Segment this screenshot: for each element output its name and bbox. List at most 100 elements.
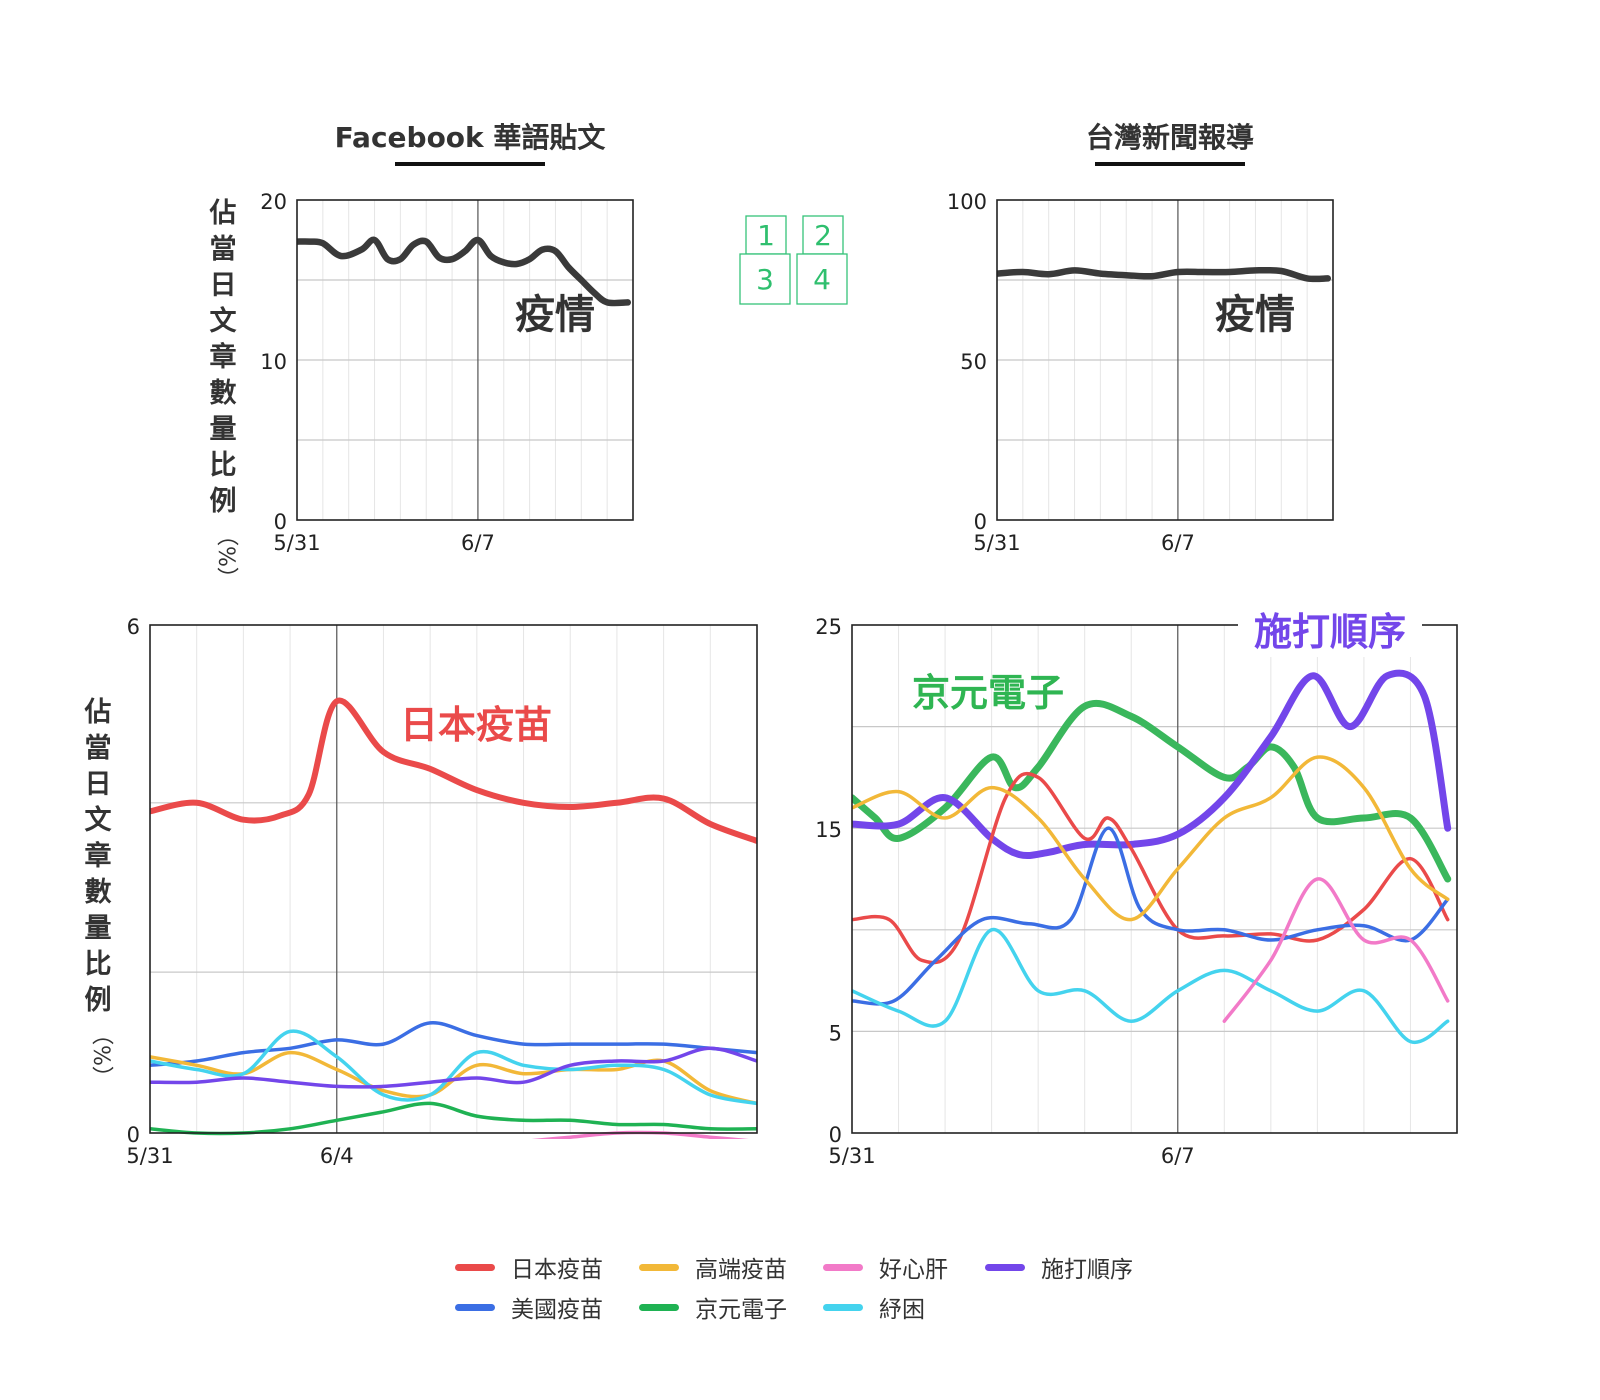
legend-item: 日本疫苗 — [455, 1250, 603, 1284]
y-axis-label-char: 章 — [209, 342, 237, 373]
panel-index-box — [739, 253, 791, 305]
y-axis-label-char: 文 — [84, 805, 112, 836]
panel-title-facebook-text: Facebook 華語貼文 — [334, 121, 606, 154]
y-axis-label-char: 數 — [84, 877, 112, 908]
chart-news_pandemic-xtick: 6/7 — [1161, 531, 1195, 555]
chart-fb_topics-label: 日本疫苗 — [400, 703, 552, 747]
chart-fb_pandemic-ytick: 10 — [260, 350, 287, 374]
y-axis-unit: （%） — [213, 524, 238, 589]
chart-fb_topics-xtick: 6/4 — [320, 1144, 354, 1168]
chart-fb_topics-ytick: 6 — [127, 615, 140, 639]
chart-news_topics-label: 施打順序 — [1254, 610, 1406, 654]
panel-index-number: 3 — [756, 263, 774, 296]
chart-news_topics-frame — [851, 624, 1458, 1134]
chart-fb_pandemic-series-疫情 — [297, 236, 632, 307]
chart-news_pandemic-ytick: 0 — [974, 510, 987, 534]
legend-swatch — [455, 1303, 495, 1311]
chart-news_topics-ytick: 5 — [829, 1021, 842, 1045]
chart-news_topics-series-施打順序 — [852, 669, 1452, 860]
legend-label: 高端疫苗 — [695, 1257, 787, 1283]
chart-fb_topics-series-美國疫苗 — [150, 1021, 757, 1068]
y-axis-label-char: 日 — [209, 270, 237, 301]
legend-item: 好心肝 — [823, 1250, 948, 1284]
legend-item: 京元電子 — [639, 1290, 787, 1324]
chart-news_topics-series-紓困 — [852, 928, 1450, 1045]
panel-title-news-text: 台灣新聞報導 — [1085, 121, 1254, 154]
y-axis-label-char: 比 — [209, 450, 237, 481]
y-axis-label-char: 例 — [209, 486, 237, 517]
chart-fb_pandemic-title: 疫情 — [515, 292, 595, 338]
legend-label: 日本疫苗 — [511, 1257, 603, 1283]
legend-label: 好心肝 — [879, 1257, 948, 1283]
y-axis-label-top: 佔當日文章數量比例 （%） — [207, 196, 239, 589]
y-axis-label-char: 佔 — [209, 198, 237, 229]
legend-item: 高端疫苗 — [639, 1250, 787, 1284]
panel-index-number: 4 — [813, 263, 831, 296]
chart-news_topics-ytick: 0 — [829, 1123, 842, 1147]
legend-item: 美國疫苗 — [455, 1290, 603, 1324]
chart-fb_pandemic-ytick: 20 — [260, 190, 287, 214]
chart-news_topics-series-高端疫苗 — [852, 755, 1450, 922]
panel-index-box — [796, 253, 848, 305]
chart-fb_topics-frame — [149, 624, 758, 1134]
legend-label: 美國疫苗 — [511, 1297, 603, 1323]
y-axis-label-char: 當 — [209, 234, 237, 265]
chart-fb_pandemic-xtick: 5/31 — [273, 531, 320, 555]
chart-fb_topics-series-好心肝 — [531, 1130, 749, 1139]
y-axis-unit: （%） — [88, 1023, 113, 1088]
legend-swatch — [455, 1263, 495, 1271]
chart-news_pandemic-series-疫情 — [997, 266, 1332, 283]
panel-title-facebook: Facebook 華語貼文 — [260, 116, 680, 166]
chart-news_pandemic-title: 疫情 — [1215, 292, 1295, 338]
chart-fb_topics-series-紓困 — [150, 1029, 757, 1106]
chart-fb_pandemic-ytick: 0 — [274, 510, 287, 534]
y-axis-label-char: 佔 — [84, 697, 112, 728]
chart-fb_topics-series-京元電子 — [150, 1101, 757, 1136]
y-axis-label-bottom: 佔當日文章數量比例 （%） — [82, 695, 114, 1088]
y-axis-label-char: 文 — [209, 306, 237, 337]
legend: 日本疫苗 高端疫苗 好心肝 施打順序美國疫苗 京元電子 紓困 — [455, 1250, 1175, 1340]
legend-swatch — [985, 1263, 1025, 1271]
chart-news_topics-series-好心肝 — [1222, 877, 1450, 1023]
chart-fb_pandemic-frame — [296, 199, 634, 521]
chart-news_pandemic-frame — [996, 199, 1334, 521]
legend-label: 京元電子 — [695, 1297, 787, 1323]
chart-news_topics-xtick: 5/31 — [828, 1144, 875, 1168]
legend-swatch — [639, 1263, 679, 1271]
chart-fb_pandemic-xtick: 6/7 — [461, 531, 495, 555]
legend-label: 紓困 — [879, 1297, 925, 1323]
y-axis-label-char: 量 — [209, 414, 237, 445]
chart-news_topics-label: 京元電子 — [912, 671, 1064, 715]
y-axis-label-char: 例 — [84, 985, 112, 1016]
legend-swatch — [823, 1303, 863, 1311]
y-axis-label-char: 量 — [84, 913, 112, 944]
y-axis-label-char: 比 — [84, 949, 112, 980]
y-axis-label-char: 章 — [84, 841, 112, 872]
chart-news_topics-series-美國疫苗 — [852, 826, 1450, 1006]
panel-title-news: 台灣新聞報導 — [960, 116, 1380, 166]
panel-index-number: 2 — [814, 219, 832, 252]
chart-fb_topics-xtick: 5/31 — [126, 1144, 173, 1168]
chart-news_topics-series-京元電子 — [852, 699, 1452, 883]
chart-fb_topics-series-日本疫苗 — [150, 697, 757, 844]
chart-fb_topics-series-施打順序 — [150, 1046, 757, 1089]
title-underline — [1095, 162, 1245, 166]
y-axis-label-char: 數 — [209, 378, 237, 409]
legend-swatch — [823, 1263, 863, 1271]
title-underline — [395, 162, 545, 166]
legend-swatch — [639, 1303, 679, 1311]
chart-news_topics-ytick: 25 — [815, 615, 842, 639]
chart-news_topics-xtick: 6/7 — [1161, 1144, 1195, 1168]
chart-news_topics-ytick: 15 — [815, 818, 842, 842]
y-axis-label-char: 當 — [84, 733, 112, 764]
y-axis-label-char: 日 — [84, 769, 112, 800]
chart-news_pandemic-ytick: 50 — [960, 350, 987, 374]
legend-item: 紓困 — [823, 1290, 925, 1324]
legend-item: 施打順序 — [985, 1250, 1133, 1284]
chart-news_pandemic-xtick: 5/31 — [973, 531, 1020, 555]
panel-index-number: 1 — [757, 219, 775, 252]
chart-news_pandemic-ytick: 100 — [947, 190, 987, 214]
chart-news_topics-label-bg — [1238, 607, 1422, 657]
chart-fb_topics-ytick: 0 — [127, 1123, 140, 1147]
